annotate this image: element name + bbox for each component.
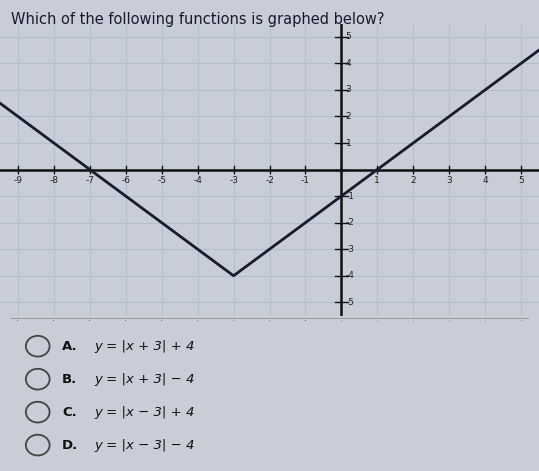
Text: -7: -7 [85,176,94,185]
Text: -3: -3 [345,245,355,254]
Text: -1: -1 [345,192,355,201]
Text: y = |x − 3| − 4: y = |x − 3| − 4 [94,439,195,452]
Text: 4: 4 [345,59,351,68]
Text: 2: 2 [410,176,416,185]
Text: -6: -6 [121,176,130,185]
Text: -4: -4 [345,271,355,280]
Text: 5: 5 [518,176,524,185]
Text: C.: C. [62,406,77,419]
Text: A.: A. [62,340,78,353]
Text: 5: 5 [345,32,351,41]
Text: -1: -1 [301,176,310,185]
Text: y = |x − 3| + 4: y = |x − 3| + 4 [94,406,195,419]
Text: y = |x + 3| − 4: y = |x + 3| − 4 [94,373,195,386]
Text: -4: -4 [193,176,202,185]
Text: -3: -3 [229,176,238,185]
Text: 3: 3 [446,176,452,185]
Text: y = |x + 3| + 4: y = |x + 3| + 4 [94,340,195,353]
Text: -2: -2 [265,176,274,185]
Text: -5: -5 [345,298,355,307]
Text: -9: -9 [13,176,23,185]
Text: 4: 4 [482,176,488,185]
Text: -5: -5 [157,176,166,185]
Text: Which of the following functions is graphed below?: Which of the following functions is grap… [11,12,384,27]
Text: 3: 3 [345,85,351,94]
Text: 2: 2 [345,112,351,121]
Text: -8: -8 [50,176,58,185]
Text: D.: D. [62,439,78,452]
Text: -2: -2 [345,218,355,227]
Text: 1: 1 [345,138,351,147]
Text: 1: 1 [375,176,380,185]
Text: B.: B. [62,373,77,386]
